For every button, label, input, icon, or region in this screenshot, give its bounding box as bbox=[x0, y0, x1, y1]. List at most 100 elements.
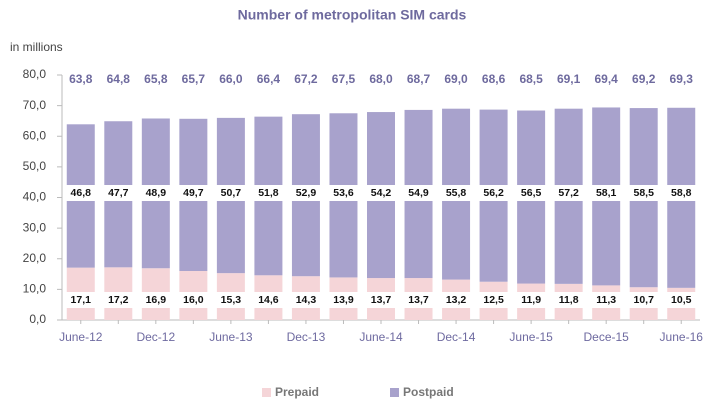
data-label: 13,7 bbox=[371, 294, 392, 306]
total-label: 63,8 bbox=[69, 72, 93, 86]
total-label: 67,5 bbox=[332, 72, 356, 86]
legend-label: Prepaid bbox=[275, 385, 319, 399]
data-label: 55,8 bbox=[446, 187, 467, 199]
y-tick-label: 30,0 bbox=[23, 220, 47, 234]
total-label: 66,0 bbox=[219, 72, 243, 86]
data-label: 56,2 bbox=[483, 187, 504, 199]
label-bg bbox=[366, 292, 396, 308]
data-label: 57,2 bbox=[558, 187, 579, 199]
label-bg bbox=[591, 292, 622, 308]
data-label: 54,9 bbox=[408, 187, 429, 199]
y-tick-label: 60,0 bbox=[23, 128, 47, 142]
total-label: 69,4 bbox=[594, 72, 618, 86]
total-label: 69,0 bbox=[444, 72, 468, 86]
x-tick-label: June-15 bbox=[509, 330, 553, 344]
x-tick-label: Dece-15 bbox=[583, 330, 629, 344]
label-bg bbox=[366, 185, 396, 201]
data-label: 14,6 bbox=[258, 294, 279, 306]
data-label: 50,7 bbox=[221, 187, 242, 199]
total-label: 69,3 bbox=[670, 72, 694, 86]
y-tick-label: 20,0 bbox=[23, 251, 47, 265]
data-label: 51,8 bbox=[258, 187, 279, 199]
label-bg bbox=[553, 292, 584, 308]
label-bg bbox=[628, 292, 659, 308]
label-bg bbox=[253, 292, 284, 308]
label-bg bbox=[403, 292, 434, 308]
legend-label: Postpaid bbox=[403, 385, 454, 399]
label-bg bbox=[65, 185, 96, 201]
data-label: 13,2 bbox=[446, 294, 467, 306]
y-axis-label: in millions bbox=[10, 40, 63, 54]
total-label: 68,5 bbox=[519, 72, 543, 86]
label-bg bbox=[666, 185, 697, 201]
data-label: 47,7 bbox=[108, 187, 129, 199]
data-label: 48,9 bbox=[146, 187, 167, 199]
data-label: 15,3 bbox=[221, 294, 242, 306]
data-label: 17,2 bbox=[108, 294, 129, 306]
data-label: 16,9 bbox=[146, 294, 167, 306]
data-label: 12,5 bbox=[483, 294, 504, 306]
y-tick-label: 0,0 bbox=[29, 312, 46, 326]
data-label: 52,9 bbox=[296, 187, 317, 199]
data-label: 10,5 bbox=[671, 294, 692, 306]
x-tick-label: Dec-13 bbox=[287, 330, 326, 344]
y-tick-label: 80,0 bbox=[23, 67, 47, 81]
label-bg bbox=[65, 292, 96, 308]
total-label: 68,7 bbox=[407, 72, 431, 86]
data-label: 58,1 bbox=[596, 187, 617, 199]
label-bg bbox=[253, 185, 284, 201]
label-bg bbox=[516, 185, 547, 201]
data-label: 53,6 bbox=[333, 187, 354, 199]
x-tick-label: Dec-14 bbox=[437, 330, 476, 344]
label-bg bbox=[478, 185, 509, 201]
total-label: 65,8 bbox=[144, 72, 168, 86]
x-tick-label: Dec-12 bbox=[136, 330, 175, 344]
chart-title: Number of metropolitan SIM cards bbox=[238, 7, 467, 23]
data-label: 56,5 bbox=[521, 187, 542, 199]
total-label: 68,0 bbox=[369, 72, 393, 86]
data-label: 54,2 bbox=[371, 187, 392, 199]
data-label: 11,3 bbox=[596, 294, 616, 306]
x-tick-label: June-14 bbox=[359, 330, 403, 344]
y-tick-label: 50,0 bbox=[23, 159, 47, 173]
total-label: 67,2 bbox=[294, 72, 318, 86]
data-label: 10,7 bbox=[633, 294, 654, 306]
data-label: 11,8 bbox=[559, 294, 579, 306]
label-bg bbox=[215, 185, 246, 201]
label-bg bbox=[215, 292, 246, 308]
total-label: 64,8 bbox=[107, 72, 131, 86]
label-bg bbox=[328, 185, 359, 201]
y-tick-label: 40,0 bbox=[23, 190, 47, 204]
label-bg bbox=[628, 185, 659, 201]
label-bg bbox=[140, 292, 171, 308]
data-label: 14,3 bbox=[296, 294, 317, 306]
data-label: 11,9 bbox=[521, 294, 541, 306]
label-bg bbox=[178, 292, 209, 308]
label-bg bbox=[328, 292, 359, 308]
label-bg bbox=[290, 185, 321, 201]
label-bg bbox=[441, 292, 472, 308]
label-bg bbox=[103, 185, 134, 201]
total-label: 69,2 bbox=[632, 72, 656, 86]
label-bg bbox=[591, 185, 622, 201]
y-tick-label: 10,0 bbox=[23, 282, 47, 296]
label-bg bbox=[478, 292, 509, 308]
total-label: 68,6 bbox=[482, 72, 506, 86]
label-bg bbox=[666, 292, 697, 308]
total-label: 66,4 bbox=[257, 72, 281, 86]
data-label: 16,0 bbox=[183, 294, 204, 306]
label-bg bbox=[178, 185, 209, 201]
data-label: 13,9 bbox=[333, 294, 354, 306]
label-bg bbox=[553, 185, 584, 201]
label-bg bbox=[140, 185, 171, 201]
y-tick-label: 70,0 bbox=[23, 98, 47, 112]
total-label: 65,7 bbox=[182, 72, 206, 86]
data-label: 17,1 bbox=[71, 294, 92, 306]
label-bg bbox=[441, 185, 472, 201]
legend-swatch bbox=[262, 388, 271, 397]
label-bg bbox=[516, 292, 547, 308]
label-bg bbox=[403, 185, 434, 201]
data-label: 58,5 bbox=[633, 187, 654, 199]
x-tick-label: June-13 bbox=[209, 330, 253, 344]
